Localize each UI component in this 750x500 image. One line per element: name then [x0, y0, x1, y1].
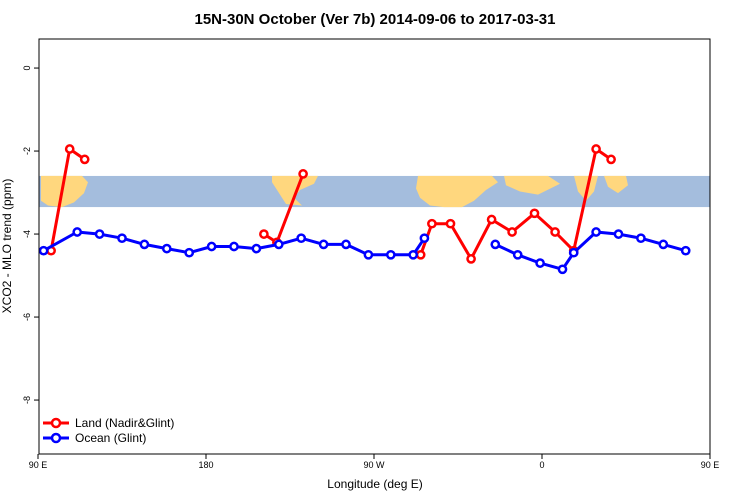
data-point	[79, 154, 90, 165]
legend: Land (Nadir&Glint)Ocean (Glint)	[43, 416, 174, 445]
data-point	[64, 144, 75, 154]
map-land-seasia	[604, 175, 628, 194]
data-point	[117, 233, 127, 244]
axes: 90 E 180 90 W 0 90 E 0 -2 -4 -6 -8	[22, 66, 719, 470]
chart-title: 15N-30N October (Ver 7b) 2014-09-06 to 2…	[194, 11, 555, 28]
map-land-africa	[416, 175, 498, 208]
map-land-asia	[41, 175, 88, 208]
data-point	[568, 247, 579, 258]
data-point	[385, 249, 396, 260]
series-line	[494, 230, 687, 271]
data-point	[427, 218, 437, 229]
map-land-america	[272, 175, 318, 206]
legend-marker	[50, 432, 62, 444]
data-point	[139, 239, 150, 250]
data-point	[507, 227, 517, 237]
data-point	[72, 227, 83, 237]
legend-label: Ocean (Glint)	[75, 431, 146, 445]
data-point	[38, 245, 49, 256]
y-tick-label: -8	[22, 396, 32, 404]
data-point	[636, 233, 646, 244]
data-point	[557, 264, 568, 275]
data-point	[591, 227, 601, 237]
map-ocean	[39, 175, 710, 208]
legend-label: Land (Nadir&Glint)	[75, 416, 174, 430]
data-point	[94, 229, 105, 239]
data-point	[229, 241, 239, 252]
data-point	[341, 239, 351, 250]
data-point	[363, 249, 374, 260]
data-point	[658, 239, 669, 250]
data-point	[251, 243, 262, 254]
x-tick-label: 180	[198, 460, 213, 470]
data-point	[419, 233, 430, 244]
x-tick-label: 90 W	[363, 460, 385, 470]
y-tick-label: -4	[22, 230, 32, 238]
data-point	[259, 229, 269, 239]
data-point	[298, 169, 308, 179]
data-point	[273, 239, 284, 250]
data-point	[613, 229, 624, 239]
data-point	[445, 218, 456, 229]
legend-marker	[50, 417, 62, 429]
x-axis-label: Longitude (deg E)	[327, 477, 422, 491]
world-map-band	[39, 175, 710, 208]
data-point	[550, 227, 560, 237]
y-axis-label: XCO2 - MLO trend (ppm)	[0, 179, 14, 314]
data-point	[486, 214, 497, 225]
map-land-arabia	[504, 175, 560, 195]
data-point	[408, 249, 419, 260]
data-point	[535, 258, 545, 268]
data-point	[680, 245, 691, 256]
plot-frame	[38, 38, 711, 455]
data-point	[512, 249, 523, 260]
data-point	[415, 249, 426, 260]
y-tick-label: -6	[22, 313, 32, 321]
y-tick-label: 0	[22, 66, 32, 71]
x-tick-label: 90 E	[701, 460, 720, 470]
data-point	[184, 247, 195, 258]
x-tick-label: 0	[539, 460, 544, 470]
data-point	[206, 241, 217, 252]
data-point	[591, 144, 601, 154]
data-point	[529, 208, 540, 219]
data-point	[296, 233, 307, 244]
data-point	[318, 239, 329, 250]
data-point	[466, 254, 476, 264]
x-tick-label: 90 E	[29, 460, 48, 470]
series-layer	[38, 144, 691, 275]
data-point	[161, 243, 172, 254]
series-ocean	[38, 227, 691, 275]
data-point	[490, 239, 501, 250]
y-tick-label: -2	[22, 147, 32, 155]
data-point	[606, 154, 616, 165]
